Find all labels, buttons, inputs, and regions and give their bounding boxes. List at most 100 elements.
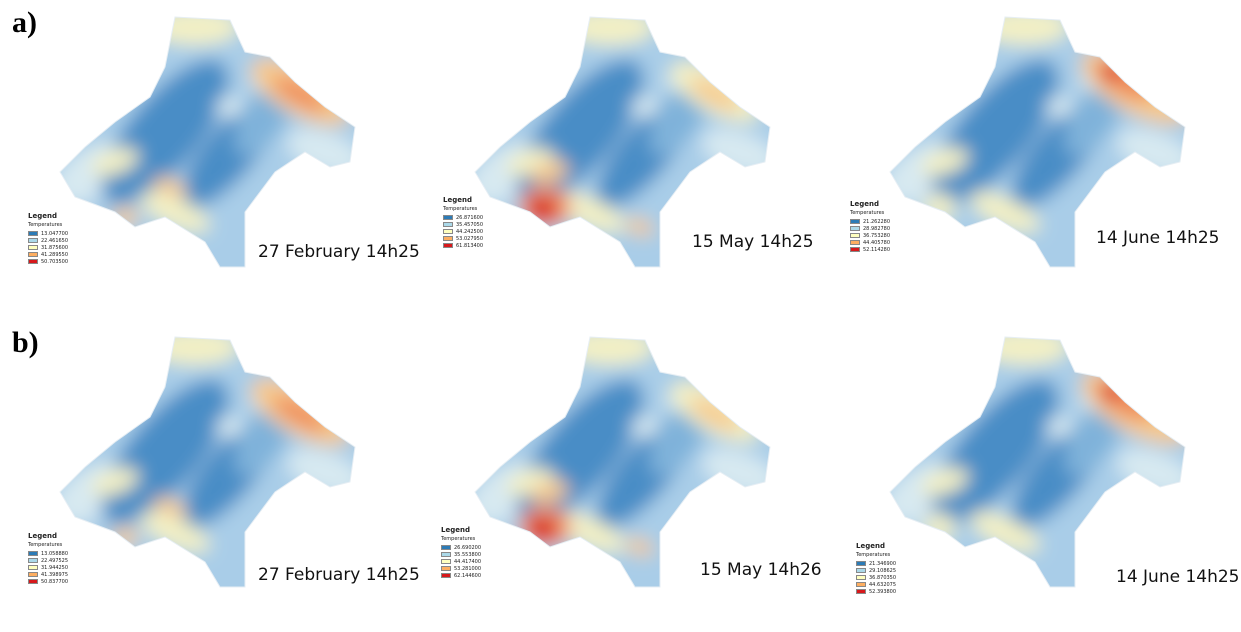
map-caption: 15 May 14h25	[692, 232, 814, 252]
legend-swatch	[443, 229, 453, 234]
legend-entry: 62.144600	[441, 572, 481, 579]
legend-swatch	[443, 215, 453, 220]
legend-entry: 52.393800	[856, 588, 896, 595]
map-panel	[470, 332, 870, 632]
cool-zone	[931, 59, 1059, 205]
legend-subtitle: Temperatures	[28, 222, 63, 228]
legend-swatch	[850, 240, 860, 245]
legend-entry: 22.497525	[28, 557, 68, 564]
legend-swatch	[856, 568, 866, 573]
warm-zone	[113, 527, 137, 547]
legend-swatch	[28, 231, 38, 236]
legend-value: 13.047700	[41, 230, 69, 237]
legend-title: Legend	[850, 200, 879, 208]
legend-title: Legend	[443, 196, 472, 204]
legend-value: 31.875600	[41, 244, 69, 251]
legend-value: 41.398975	[41, 571, 69, 578]
map-legend: Legend Temperatures 21.346900 29.108625 36.8…	[856, 542, 896, 595]
legend-entry: 44.417400	[441, 558, 481, 565]
legend-entry: 26.871600	[443, 214, 483, 221]
legend-title: Legend	[441, 526, 470, 534]
legend-value: 44.632075	[869, 581, 897, 588]
legend-entry: 31.875600	[28, 244, 68, 251]
warm-zone	[91, 147, 139, 177]
map-caption: 15 May 14h26	[700, 560, 822, 580]
legend-value: 21.346900	[869, 560, 897, 567]
pale-zone	[1046, 417, 1074, 437]
legend-value: 44.417400	[454, 558, 482, 565]
legend-value: 44.405780	[863, 239, 891, 246]
temperature-map	[889, 336, 1186, 588]
legend-swatch	[28, 245, 38, 250]
warm-zone	[626, 538, 654, 556]
legend-subtitle: Temperatures	[856, 552, 891, 558]
map-caption: 27 February 14h25	[258, 565, 420, 585]
map-panel	[470, 12, 870, 312]
legend-entry: 41.398975	[28, 571, 68, 578]
legend-entry: 41.289550	[28, 251, 68, 258]
legend-value: 36.753280	[863, 232, 891, 239]
legend-value: 13.058880	[41, 550, 69, 557]
map-boundary	[59, 16, 356, 268]
legend-entry: 21.262280	[850, 218, 890, 225]
warm-zone	[140, 511, 210, 553]
legend-value: 53.281000	[454, 565, 482, 572]
pale-zone	[1046, 97, 1074, 117]
legend-swatch	[443, 236, 453, 241]
legend-value: 35.553800	[454, 551, 482, 558]
legend-entry: 50.837700	[28, 578, 68, 585]
warm-zone	[113, 207, 137, 227]
legend-entry: 50.703500	[28, 258, 68, 265]
warm-zone	[626, 218, 654, 236]
warm-zone	[555, 511, 625, 553]
legend-value: 52.393800	[869, 588, 897, 595]
legend-swatch	[850, 219, 860, 224]
warm-zone	[690, 397, 740, 431]
legend-entry: 31.944250	[28, 564, 68, 571]
legend-entry: 26.690200	[441, 544, 481, 551]
legend-value: 22.497525	[41, 557, 69, 564]
legend-value: 61.813400	[456, 242, 484, 249]
row-label-b: b)	[12, 326, 39, 359]
legend-entry: 13.047700	[28, 230, 68, 237]
warm-zone	[91, 467, 139, 497]
warm-zone	[690, 77, 740, 111]
map-caption: 14 June 14h25	[1116, 567, 1240, 587]
legend-value: 31.944250	[41, 564, 69, 571]
hot-zone	[273, 76, 327, 112]
legend-title: Legend	[28, 212, 57, 220]
warm-zone	[530, 161, 570, 183]
legend-entry: 35.553800	[441, 551, 481, 558]
legend-entry: 35.457050	[443, 221, 483, 228]
warm-zone	[530, 481, 570, 503]
legend-swatch	[28, 572, 38, 577]
legend-swatch	[28, 252, 38, 257]
pale-zone	[631, 417, 659, 437]
legend-entry: 29.108625	[856, 567, 896, 574]
legend-swatch	[28, 551, 38, 556]
row-label-a: a)	[12, 6, 37, 39]
legend-entry: 21.346900	[856, 560, 896, 567]
legend-swatch	[856, 582, 866, 587]
pale-zone	[216, 417, 244, 437]
legend-swatch	[850, 247, 860, 252]
legend-swatch	[443, 243, 453, 248]
temperature-map	[59, 336, 356, 588]
legend-swatch	[443, 222, 453, 227]
map-legend: Legend Temperatures 13.047700 22.461650 31.8…	[28, 212, 68, 265]
legend-value: 36.870350	[869, 574, 897, 581]
hot-zone	[528, 198, 556, 222]
map-legend: Legend Temperatures 21.262280 28.982780 36.7…	[850, 200, 890, 253]
map-panel	[55, 332, 455, 632]
temperature-map	[474, 16, 771, 268]
temperature-map	[889, 16, 1186, 268]
cool-zone	[101, 59, 229, 205]
temperature-map	[59, 16, 356, 268]
legend-value: 44.242500	[456, 228, 484, 235]
legend-swatch	[441, 573, 451, 578]
legend-swatch	[856, 589, 866, 594]
legend-entry: 22.461650	[28, 237, 68, 244]
legend-value: 53.027950	[456, 235, 484, 242]
map-caption: 27 February 14h25	[258, 242, 420, 262]
legend-value: 26.871600	[456, 214, 484, 221]
